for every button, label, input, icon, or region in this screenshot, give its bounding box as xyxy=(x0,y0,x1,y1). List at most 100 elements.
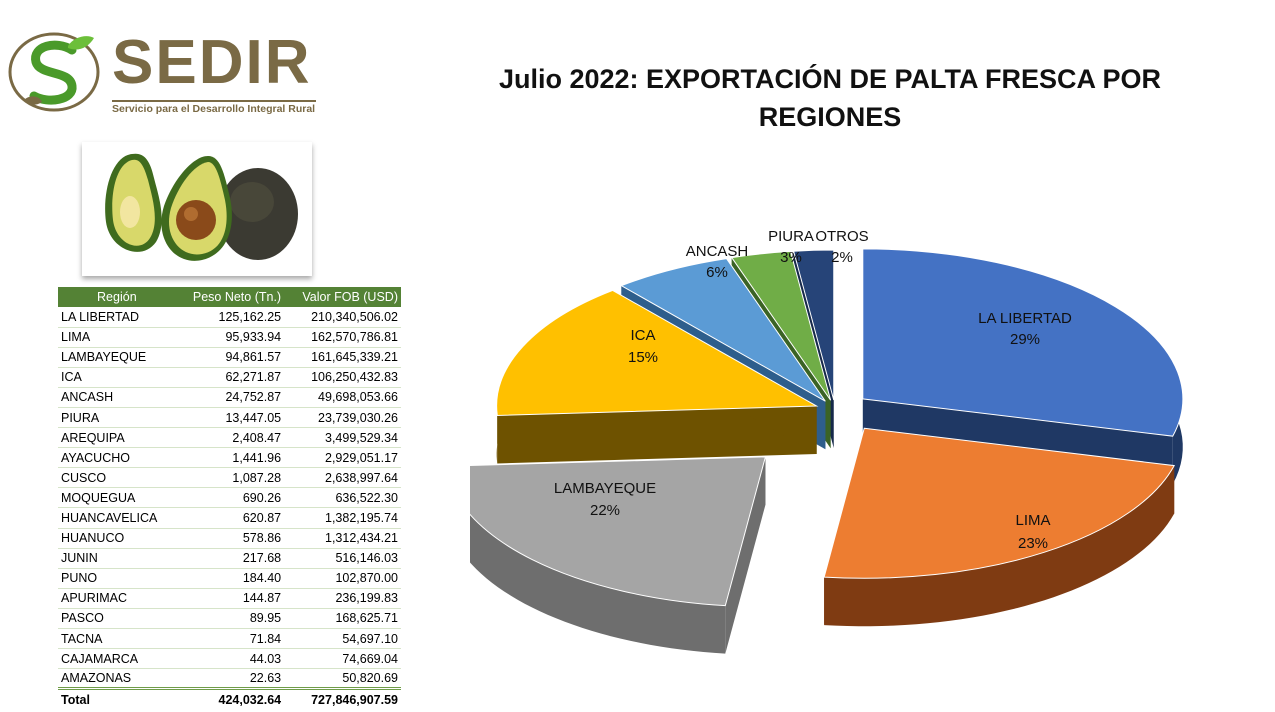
table-row: MOQUEGUA 690.26 636,522.30 xyxy=(58,487,401,509)
slice-percent-label: 15% xyxy=(628,349,658,366)
logo-wordmark: SEDIR xyxy=(112,28,312,97)
peso-neto-cell: 217.68 xyxy=(175,548,285,569)
peso-neto-cell: 1,087.28 xyxy=(175,467,285,489)
valor-fob-cell: 1,312,434.21 xyxy=(284,528,401,549)
region-cell: CAJAMARCA xyxy=(58,648,176,670)
region-cell: PASCO xyxy=(58,608,176,630)
peso-neto-cell: 62,271.87 xyxy=(175,367,285,388)
table-row: APURIMAC 144.87 236,199.83 xyxy=(58,588,401,609)
logo-divider xyxy=(112,100,316,102)
table-row: AYACUCHO 1,441.96 2,929,051.17 xyxy=(58,447,401,469)
valor-fob-cell: 3,499,529.34 xyxy=(284,427,401,449)
slice-label: LA LIBERTAD xyxy=(978,310,1072,327)
table-row: AMAZONAS 22.63 50,820.69 xyxy=(58,668,401,691)
peso-neto-cell: 690.26 xyxy=(175,487,285,509)
valor-fob-cell: 168,625.71 xyxy=(284,608,401,630)
header-region: Región xyxy=(58,287,176,307)
slice-label: ICA xyxy=(630,327,655,344)
table-body: LA LIBERTAD 125,162.25 210,340,506.02 LIMA 9… xyxy=(58,307,401,709)
table-row: CUSCO 1,087.28 2,638,997.64 xyxy=(58,467,401,489)
region-cell: HUANCAVELICA xyxy=(58,507,176,529)
table-row: CAJAMARCA 44.03 74,669.04 xyxy=(58,648,401,670)
slice-percent-label: 3% xyxy=(780,249,802,266)
peso-neto-cell: 125,162.25 xyxy=(175,307,285,328)
pie-slice-lambayeque xyxy=(470,456,767,654)
valor-fob-cell: 49,698,053.66 xyxy=(284,387,401,408)
region-cell: LIMA xyxy=(58,327,176,348)
region-cell: PUNO xyxy=(58,568,176,589)
table-row: LAMBAYEQUE 94,861.57 161,645,339.21 xyxy=(58,347,401,368)
region-cell: LA LIBERTAD xyxy=(58,307,176,328)
pie-slice-ica xyxy=(496,289,819,464)
valor-fob-cell: 102,870.00 xyxy=(284,568,401,589)
valor-fob-cell: 106,250,432.83 xyxy=(284,367,401,388)
slice-label: OTROS xyxy=(815,228,868,245)
table-header-row: Región Peso Neto (Tn.) Valor FOB (USD) xyxy=(58,287,401,307)
peso-neto-cell: 22.63 xyxy=(175,668,285,691)
peso-neto-cell: 24,752.87 xyxy=(175,387,285,408)
peso-neto-cell: 71.84 xyxy=(175,628,285,650)
table-row: HUANUCO 578.86 1,312,434.21 xyxy=(58,528,401,549)
valor-fob-cell: 236,199.83 xyxy=(284,588,401,609)
region-cell: AMAZONAS xyxy=(58,668,176,691)
valor-fob-cell: 161,645,339.21 xyxy=(284,347,401,368)
region-cell: AREQUIPA xyxy=(58,427,176,449)
valor-fob-cell: 210,340,506.02 xyxy=(284,307,401,328)
valor-fob-cell: 50,820.69 xyxy=(284,668,401,691)
table-row: AREQUIPA 2,408.47 3,499,529.34 xyxy=(58,427,401,449)
slice-percent-label: 23% xyxy=(1018,535,1048,552)
table-row: PUNO 184.40 102,870.00 xyxy=(58,568,401,589)
region-cell: HUANUCO xyxy=(58,528,176,549)
table-row: HUANCAVELICA 620.87 1,382,195.74 xyxy=(58,507,401,529)
valor-fob-cell: 54,697.10 xyxy=(284,628,401,650)
total-valor-fob: 727,846,907.59 xyxy=(311,692,398,707)
region-cell: LAMBAYEQUE xyxy=(58,347,176,368)
slice-label: LIMA xyxy=(1015,512,1050,529)
region-cell: TACNA xyxy=(58,628,176,650)
peso-neto-cell: 2,408.47 xyxy=(175,427,285,449)
total-peso-neto: 424,032.64 xyxy=(218,692,282,707)
table-row: ANCASH 24,752.87 49,698,053.66 xyxy=(58,387,401,408)
valor-fob-cell: 1,382,195.74 xyxy=(284,507,401,529)
header-valor-fob: Valor FOB (USD) xyxy=(284,287,401,307)
peso-neto-cell: 578.86 xyxy=(175,528,285,549)
slice-percent-label: 6% xyxy=(706,264,728,281)
valor-fob-cell: 162,570,786.81 xyxy=(284,327,401,348)
header-peso-neto: Peso Neto (Tn.) xyxy=(175,287,285,307)
table-row: TACNA 71.84 54,697.10 xyxy=(58,628,401,650)
peso-neto-cell: 620.87 xyxy=(175,507,285,529)
pie-chart: LA LIBERTAD 29% LIMA 23% LAMBAYEQUE 22% ICA 15%… xyxy=(470,228,1184,654)
peso-neto-cell: 44.03 xyxy=(175,648,285,670)
export-table: Región Peso Neto (Tn.) Valor FOB (USD) L… xyxy=(58,287,401,709)
region-cell: MOQUEGUA xyxy=(58,487,176,509)
valor-fob-cell: 23,739,030.26 xyxy=(284,407,401,429)
region-cell: ICA xyxy=(58,367,176,388)
peso-neto-cell: 13,447.05 xyxy=(175,407,285,429)
table-row: LIMA 95,933.94 162,570,786.81 xyxy=(58,327,401,348)
peso-neto-cell: 89.95 xyxy=(175,608,285,630)
table-total-row: Total 424,032.64 727,846,907.59 xyxy=(58,689,401,709)
total-label: Total xyxy=(61,692,90,707)
avocado-image xyxy=(82,142,312,276)
table-row: JUNIN 217.68 516,146.03 xyxy=(58,548,401,569)
slice-percent-label: 22% xyxy=(590,502,620,519)
slice-label: PIURA xyxy=(768,228,814,245)
peso-neto-cell: 1,441.96 xyxy=(175,447,285,469)
valor-fob-cell: 516,146.03 xyxy=(284,548,401,569)
peso-neto-cell: 95,933.94 xyxy=(175,327,285,348)
chart-title: Julio 2022: EXPORTACIÓN DE PALTA FRESCA … xyxy=(498,64,1162,132)
logo-tagline: Servicio para el Desarrollo Integral Rur… xyxy=(112,103,316,115)
table-row: ICA 62,271.87 106,250,432.83 xyxy=(58,367,401,388)
region-cell: AYACUCHO xyxy=(58,447,176,469)
table-row: LA LIBERTAD 125,162.25 210,340,506.02 xyxy=(58,307,401,328)
pie-slice-lima xyxy=(823,427,1175,627)
region-cell: PIURA xyxy=(58,407,176,429)
peso-neto-cell: 144.87 xyxy=(175,588,285,609)
region-cell: JUNIN xyxy=(58,548,176,569)
valor-fob-cell: 636,522.30 xyxy=(284,487,401,509)
slice-percent-label: 29% xyxy=(1010,331,1040,348)
table-row: PIURA 13,447.05 23,739,030.26 xyxy=(58,407,401,429)
peso-neto-cell: 94,861.57 xyxy=(175,347,285,368)
slice-label: LAMBAYEQUE xyxy=(554,480,656,497)
region-cell: CUSCO xyxy=(58,467,176,489)
